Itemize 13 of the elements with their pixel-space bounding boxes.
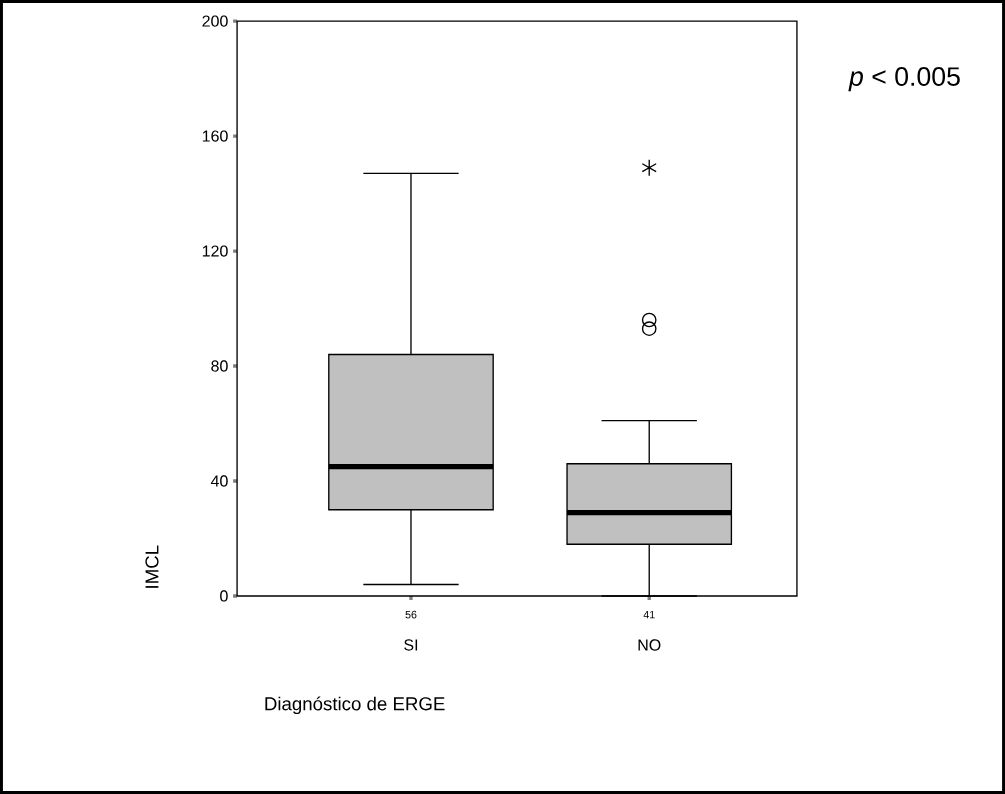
y-tick-label: 200 xyxy=(202,15,228,27)
y-tick-label: 80 xyxy=(211,360,228,372)
y-tick-label: 40 xyxy=(210,475,228,487)
annotation: 41 xyxy=(643,610,655,619)
annotation: 56 xyxy=(405,610,417,619)
x-tick-label: NO xyxy=(638,639,661,651)
y-axis-title: IMCL xyxy=(145,545,159,588)
y-tick-label: 160 xyxy=(202,130,228,142)
y-tick-label: 0 xyxy=(220,590,228,602)
x-tick-label: SI xyxy=(404,639,418,651)
text: p < 0.005 xyxy=(848,67,960,92)
y-tick-label: 120 xyxy=(202,245,228,257)
x-axis-title: Diagnóstico de ERGE xyxy=(265,696,445,715)
